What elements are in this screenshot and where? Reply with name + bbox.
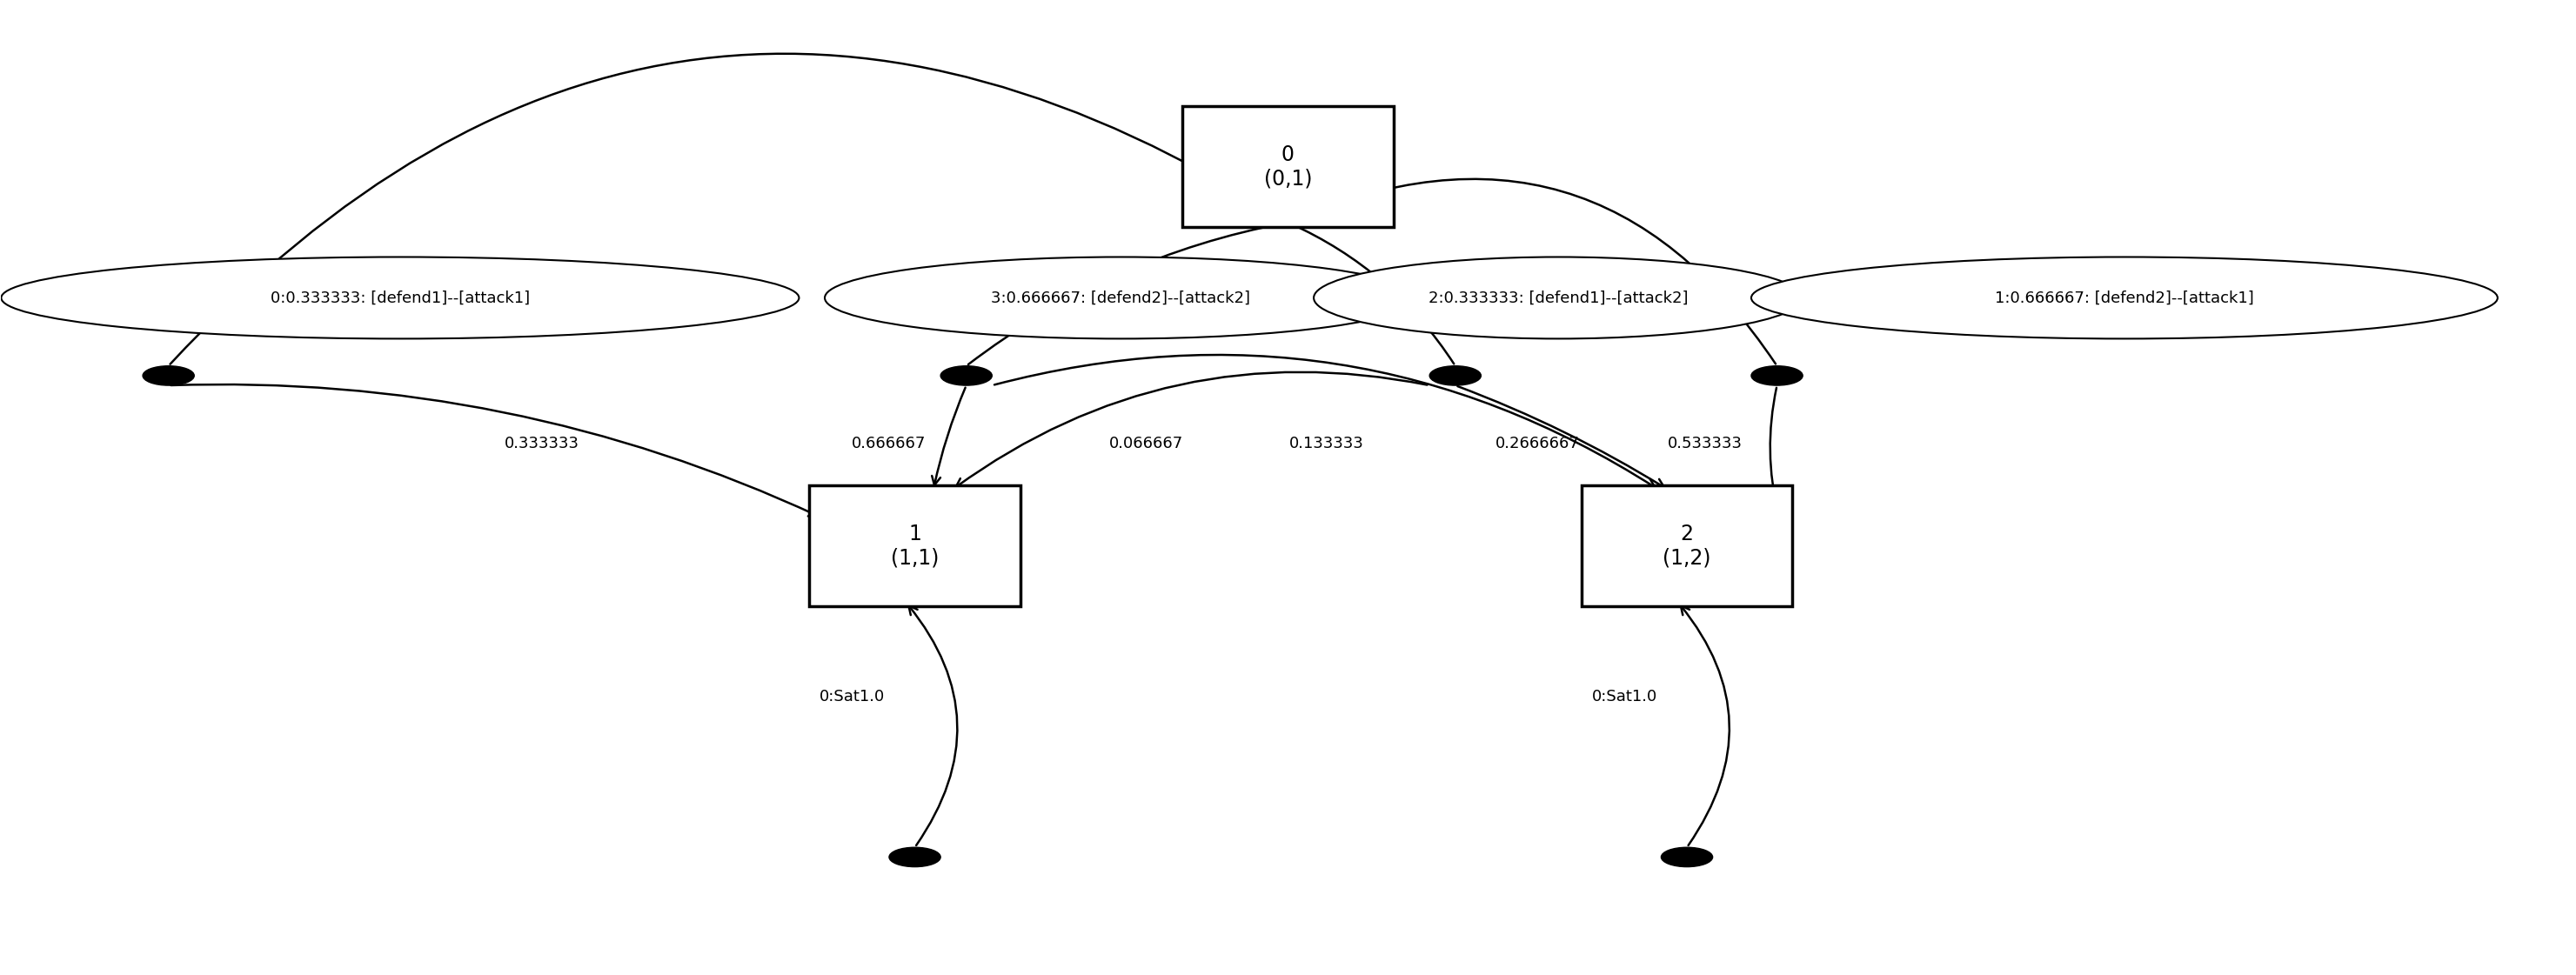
Ellipse shape <box>824 257 1417 338</box>
Text: 0:Sat1.0: 0:Sat1.0 <box>1592 688 1656 704</box>
FancyBboxPatch shape <box>1582 486 1793 606</box>
Text: 0.533333: 0.533333 <box>1667 436 1741 451</box>
Ellipse shape <box>0 257 799 338</box>
Circle shape <box>889 847 940 867</box>
Text: 1
(1,1): 1 (1,1) <box>891 524 938 568</box>
Text: 1:0.666667: [defend2]--[attack1]: 1:0.666667: [defend2]--[attack1] <box>1994 290 2254 306</box>
Circle shape <box>142 366 193 385</box>
Text: 0:0.333333: [defend1]--[attack1]: 0:0.333333: [defend1]--[attack1] <box>270 290 531 306</box>
Text: 0.066667: 0.066667 <box>1110 436 1182 451</box>
Ellipse shape <box>1752 257 2499 338</box>
Text: 0:Sat1.0: 0:Sat1.0 <box>819 688 886 704</box>
Circle shape <box>940 366 992 385</box>
Text: 0.133333: 0.133333 <box>1288 436 1363 451</box>
Text: 2
(1,2): 2 (1,2) <box>1662 524 1710 568</box>
Text: 0
(0,1): 0 (0,1) <box>1265 144 1311 189</box>
Circle shape <box>1430 366 1481 385</box>
Ellipse shape <box>1314 257 1803 338</box>
Text: 0.333333: 0.333333 <box>505 436 580 451</box>
Text: 2:0.333333: [defend1]--[attack2]: 2:0.333333: [defend1]--[attack2] <box>1427 290 1687 306</box>
Circle shape <box>1662 847 1713 867</box>
Circle shape <box>1752 366 1803 385</box>
Text: 0.2666667: 0.2666667 <box>1497 436 1579 451</box>
FancyBboxPatch shape <box>809 486 1020 606</box>
FancyBboxPatch shape <box>1182 105 1394 227</box>
Text: 3:0.666667: [defend2]--[attack2]: 3:0.666667: [defend2]--[attack2] <box>992 290 1249 306</box>
Text: 0.666667: 0.666667 <box>853 436 927 451</box>
